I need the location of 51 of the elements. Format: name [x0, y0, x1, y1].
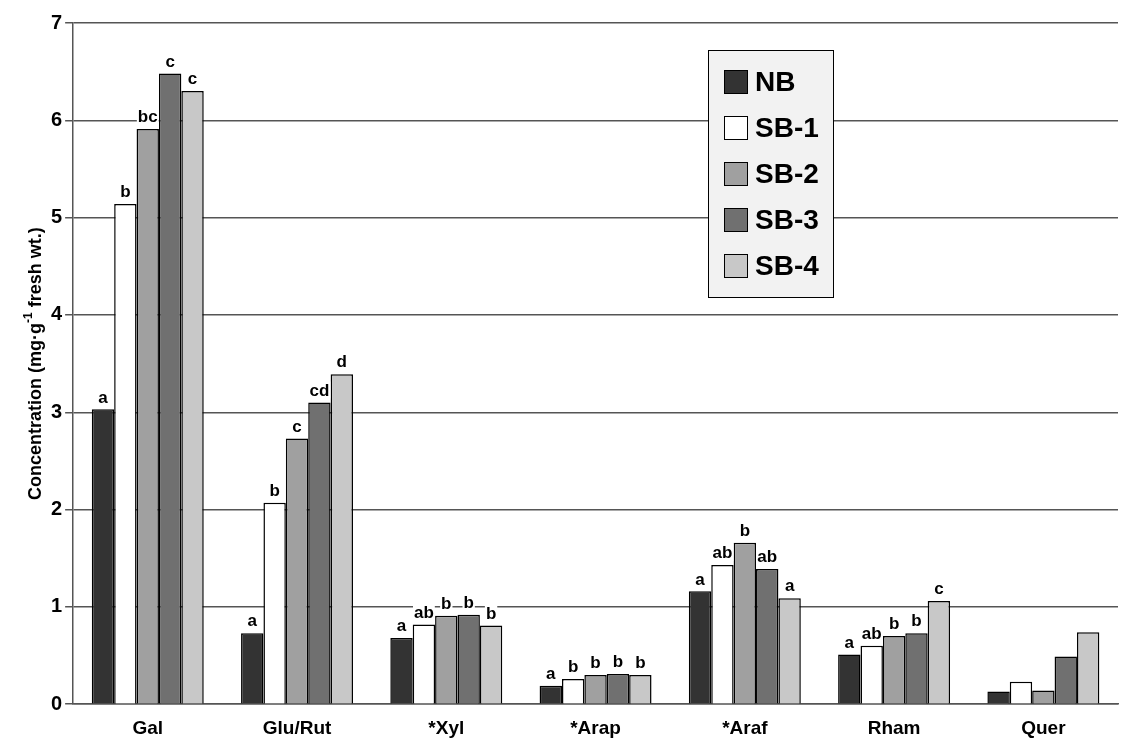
y-tick-label: 4 [51, 302, 63, 325]
data-label: b [911, 611, 922, 631]
x-tick-label: Gal [132, 716, 164, 738]
data-label: a [695, 569, 706, 589]
data-label: ab [861, 624, 882, 643]
data-label: d [336, 352, 347, 372]
legend-label: SB-1 [755, 112, 819, 144]
data-label: b [441, 593, 452, 613]
x-tick-label: Quer [1021, 716, 1067, 738]
legend-label: SB-3 [755, 204, 819, 236]
data-label: b [567, 657, 579, 677]
data-label: a [247, 611, 258, 631]
y-tick-label: 5 [51, 205, 63, 228]
y-axis-title: Concentration (mg·g-1 fresh wt.) [21, 227, 45, 500]
data-label: b [888, 614, 900, 634]
legend-label: SB-4 [755, 250, 819, 282]
data-label: bc [137, 107, 158, 127]
x-tick-label: *Arap [570, 716, 621, 738]
data-label: ab [413, 602, 434, 622]
data-label: b [635, 653, 646, 673]
data-label: c [292, 416, 302, 436]
data-label: a [784, 576, 795, 596]
x-tick-label: *Araf [722, 716, 769, 738]
data-label: a [844, 632, 855, 652]
data-label: ab [757, 547, 778, 567]
y-tick-label: 7 [51, 10, 63, 33]
data-label: b [739, 520, 751, 540]
legend-label: SB-2 [755, 158, 819, 190]
y-tick-label: 6 [51, 107, 63, 130]
data-label: ab [712, 543, 733, 563]
data-label: a [396, 616, 407, 636]
y-tick-label: 1 [51, 594, 63, 617]
data-label: cd [309, 380, 330, 400]
data-label: c [187, 69, 198, 89]
data-label: a [546, 663, 557, 683]
y-tick-label: 0 [51, 691, 63, 714]
x-tick-label: Glu/Rut [262, 716, 332, 738]
x-tick-label: Rham [867, 716, 921, 738]
y-tick-label: 2 [51, 497, 63, 520]
x-tick-label: *Xyl [428, 716, 465, 738]
data-label: b [590, 653, 601, 673]
data-label: c [165, 51, 175, 71]
data-label: b [463, 592, 474, 612]
data-label: b [612, 652, 624, 672]
y-tick-label: 3 [51, 399, 63, 422]
legend-label: NB [755, 66, 796, 98]
data-label: b [269, 480, 280, 500]
data-label: c [934, 579, 944, 599]
data-label: b [120, 182, 131, 202]
data-label: a [98, 387, 109, 407]
data-label: b [485, 603, 497, 623]
